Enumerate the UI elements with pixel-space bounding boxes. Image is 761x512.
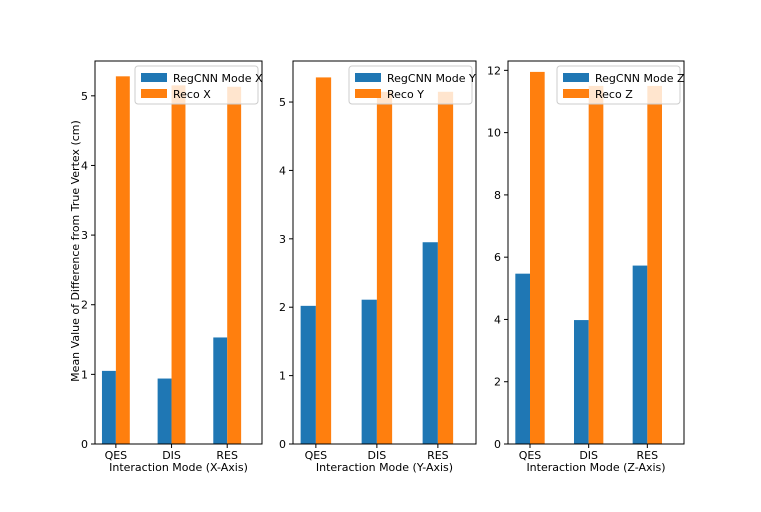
x-tick-label: DIS xyxy=(162,449,181,462)
legend-swatch xyxy=(563,73,589,82)
y-tick-label: 4 xyxy=(81,159,88,172)
bar-regcnn-res xyxy=(213,337,228,444)
bar-regcnn-qes xyxy=(515,273,530,444)
bar-reco-qes xyxy=(115,76,130,444)
x-tick-label: QES xyxy=(519,449,542,462)
y-tick-label: 12 xyxy=(487,64,501,77)
legend-swatch xyxy=(355,73,381,82)
bar-reco-res xyxy=(647,85,662,444)
bar-reco-dis xyxy=(171,85,186,445)
bar-regcnn-dis xyxy=(574,320,589,444)
x-axis-label: Interaction Mode (Y-Axis) xyxy=(316,461,453,474)
y-tick-label: 6 xyxy=(494,251,501,264)
y-tick-label: 1 xyxy=(279,370,286,383)
x-axis-label: Interaction Mode (X-Axis) xyxy=(109,461,248,474)
y-tick-label: 5 xyxy=(81,90,88,103)
y-tick-label: 4 xyxy=(494,313,501,326)
bar-regcnn-res xyxy=(422,242,438,444)
legend-swatch xyxy=(141,89,167,98)
bar-regcnn-dis xyxy=(157,378,172,444)
legend-label: RegCNN Mode Z xyxy=(595,72,685,85)
legend: RegCNN Mode Z Reco Z xyxy=(556,65,685,105)
x-tick-label: QES xyxy=(105,449,128,462)
y-tick-label: 4 xyxy=(279,164,286,177)
legend-label: RegCNN Mode Y xyxy=(387,72,476,85)
x-tick-label: DIS xyxy=(579,449,598,462)
y-tick-label: 3 xyxy=(81,229,88,242)
bar-reco-dis xyxy=(588,85,604,444)
legend-label: RegCNN Mode X xyxy=(173,72,263,85)
legend-label: Reco X xyxy=(173,88,211,101)
bar-regcnn-dis xyxy=(361,299,377,444)
x-tick-label: RES xyxy=(427,449,449,462)
legend: RegCNN Mode X Reco X xyxy=(134,65,263,105)
legend-label: Reco Z xyxy=(595,88,633,101)
legend-swatch xyxy=(355,89,381,98)
axes-frame xyxy=(292,60,477,445)
y-tick-label: 10 xyxy=(487,127,501,140)
legend-label: Reco Y xyxy=(387,88,424,101)
y-tick-label: 0 xyxy=(81,438,88,451)
y-tick-label: 3 xyxy=(279,233,286,246)
y-tick-label: 0 xyxy=(494,438,501,451)
axes-frame xyxy=(94,60,263,445)
bar-regcnn-qes xyxy=(101,370,116,444)
x-tick-label: QES xyxy=(305,449,328,462)
x-tick-label: RES xyxy=(216,449,238,462)
y-tick-label: 2 xyxy=(81,299,88,312)
bar-reco-qes xyxy=(315,77,332,444)
y-tick-label: 8 xyxy=(494,189,501,202)
axes-frame xyxy=(507,60,685,445)
bar-reco-dis xyxy=(376,91,393,444)
bar-regcnn-res xyxy=(632,265,648,444)
y-tick-label: 1 xyxy=(81,368,88,381)
legend-swatch xyxy=(563,89,589,98)
y-tick-label: 5 xyxy=(279,96,286,109)
bar-reco-qes xyxy=(530,71,545,445)
y-tick-label: 0 xyxy=(279,438,286,451)
x-tick-label: RES xyxy=(637,449,659,462)
legend: RegCNN Mode Y Reco Y xyxy=(348,65,476,105)
x-axis-label: Interaction Mode (Z-Axis) xyxy=(526,461,665,474)
bar-reco-res xyxy=(227,86,242,445)
y-tick-label: 2 xyxy=(279,301,286,314)
y-tick-label: 2 xyxy=(494,376,501,389)
y-axis-label: Mean Value of Difference from True Verte… xyxy=(69,120,82,382)
legend-swatch xyxy=(141,73,167,82)
bar-regcnn-qes xyxy=(300,305,316,444)
x-tick-label: DIS xyxy=(368,449,387,462)
bar-reco-res xyxy=(437,91,454,444)
